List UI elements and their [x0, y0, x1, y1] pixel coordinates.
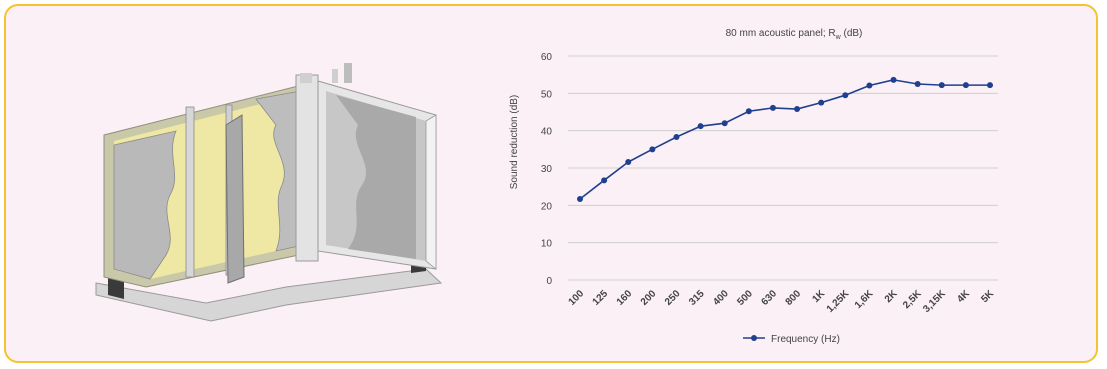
x-tick-label: 160: [615, 288, 635, 308]
x-tick-label: 1,25K: [825, 288, 852, 315]
grid: [568, 55, 998, 281]
chart-title: 80 mm acoustic panel; Rw (dB): [726, 28, 863, 41]
chart-title-subscript: w: [835, 34, 842, 41]
y-tick-label: 20: [541, 201, 553, 212]
data-point: [914, 81, 921, 87]
legend: Frequency (Hz): [743, 334, 840, 345]
y-ticks: 0 10 20 30 40 50 60: [541, 52, 553, 287]
x-tick-label: 630: [759, 288, 779, 308]
legend-marker-icon: [751, 335, 757, 341]
x-tick-label: 125: [591, 288, 611, 308]
x-tick-label: 1,6K: [853, 288, 876, 311]
x-ticks: 100 125 160 200 250 315 400 500 630 800 1K1,25K 1,6…: [567, 288, 997, 315]
y-tick-label: 10: [541, 239, 553, 250]
x-tick-label: 250: [663, 288, 683, 308]
data-point: [577, 195, 583, 202]
data-point: [769, 104, 776, 111]
y-tick-label: 50: [541, 89, 553, 100]
x-tick-label: 1K: [810, 288, 827, 305]
data-point: [601, 177, 608, 184]
x-tick-label: 800: [784, 288, 804, 308]
data-point: [962, 82, 969, 89]
data-point: [890, 76, 897, 83]
acoustic-wall-panel-cutaway-icon: [95, 63, 443, 322]
x-tick-label: 100: [567, 288, 587, 308]
x-tick-label: 3,15K: [921, 288, 948, 315]
data-point: [649, 146, 656, 153]
y-tick-label: 30: [541, 164, 553, 175]
data-point: [745, 108, 752, 115]
y-axis-label: Sound reduction (dB): [509, 95, 520, 190]
data-point: [673, 134, 680, 141]
chart-title-main: 80 mm acoustic panel; R: [726, 28, 836, 39]
x-tick-label: 315: [687, 288, 707, 308]
data-point: [866, 82, 873, 89]
series-line: [579, 79, 990, 200]
y-tick-label: 0: [546, 276, 552, 287]
x-tick-label: 4K: [955, 288, 972, 305]
x-tick-label: 2K: [883, 288, 900, 305]
x-tick-label: 400: [711, 288, 731, 308]
data-point: [987, 82, 993, 89]
data-point: [938, 82, 945, 89]
data-point: [625, 159, 632, 166]
x-tick-label: 500: [735, 288, 755, 308]
x-tick-label: 200: [639, 288, 659, 308]
y-tick-label: 40: [541, 127, 553, 138]
chart-title-tail: (dB): [841, 28, 863, 39]
chart: 80 mm acoustic panel; Rw (dB) Sound redu…: [509, 28, 998, 345]
data-point: [721, 120, 728, 127]
data-point: [794, 106, 801, 113]
series: [577, 76, 993, 202]
legend-label: Frequency (Hz): [771, 334, 840, 345]
x-tick-label: 5K: [979, 288, 996, 305]
y-tick-label: 60: [541, 52, 553, 63]
data-point: [818, 99, 825, 106]
data-point: [697, 123, 704, 130]
data-point: [842, 92, 849, 99]
